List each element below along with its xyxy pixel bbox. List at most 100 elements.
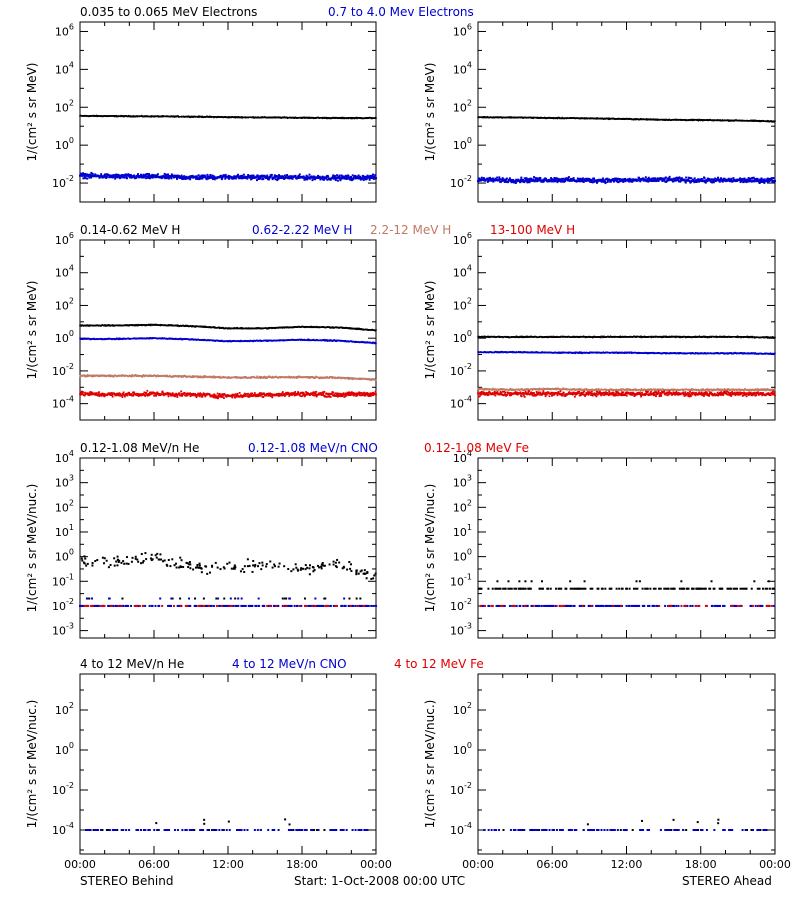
data-point: [243, 377, 246, 379]
data-point: [82, 173, 85, 176]
data-point: [714, 177, 717, 180]
data-point: [324, 376, 327, 378]
data-point: [108, 176, 111, 179]
data-point: [677, 180, 680, 183]
data-point: [209, 173, 212, 176]
data-point: [253, 375, 255, 378]
series-2: [79, 374, 377, 382]
data-point: [267, 376, 270, 378]
data-point: [524, 179, 527, 182]
data-point: [181, 176, 184, 179]
data-point: [606, 181, 609, 184]
data-point: [307, 339, 309, 342]
series-0: [79, 114, 377, 120]
data-point: [655, 179, 658, 182]
data-point: [103, 374, 106, 377]
data-point: [288, 375, 290, 378]
data-point: [196, 376, 199, 379]
data-point: [179, 175, 182, 178]
data-point: [290, 177, 293, 180]
data-point: [505, 177, 508, 180]
data-point: [139, 175, 142, 178]
data-point: [151, 337, 154, 340]
data-point: [690, 177, 693, 180]
data-point: [218, 375, 221, 378]
data-point: [290, 376, 292, 379]
data-point: [348, 327, 351, 330]
data-point: [164, 177, 167, 180]
data-point: [498, 176, 501, 179]
data-point: [748, 180, 751, 183]
data-point: [344, 174, 347, 177]
data-point: [255, 377, 258, 379]
data-point: [578, 179, 581, 182]
y-tick-label: 104: [55, 264, 74, 280]
data-point: [703, 177, 706, 180]
data-point: [198, 376, 201, 379]
data-point: [583, 117, 585, 119]
data-point: [549, 179, 552, 182]
data-point: [622, 180, 625, 183]
data-point: [218, 377, 221, 379]
data-point: [161, 337, 163, 339]
data-point: [375, 117, 377, 119]
data-point: [579, 177, 582, 180]
data-point: [590, 178, 593, 181]
data-point: [275, 375, 277, 378]
data-point: [223, 175, 226, 178]
series-0: [477, 115, 776, 123]
data-point: [535, 177, 538, 180]
data-point: [649, 178, 652, 181]
data-point: [213, 326, 215, 328]
data-point: [774, 179, 776, 182]
data-point: [534, 179, 537, 182]
data-point: [122, 338, 124, 341]
data-point: [504, 180, 507, 183]
data-point: [318, 376, 321, 379]
data-point: [484, 179, 487, 182]
data-point: [693, 177, 696, 180]
data-point: [109, 176, 112, 179]
data-point: [685, 176, 688, 179]
data-point: [135, 375, 138, 377]
data-point: [256, 375, 258, 378]
data-point: [341, 326, 343, 329]
data-point: [689, 181, 692, 184]
data-point: [239, 177, 242, 180]
data-point: [753, 179, 756, 182]
data-point: [371, 174, 374, 177]
data-point: [149, 336, 152, 339]
data-point: [103, 173, 106, 176]
data-point: [100, 325, 102, 327]
data-point: [644, 176, 647, 179]
data-point: [82, 177, 85, 180]
data-point: [514, 182, 517, 185]
data-point: [270, 173, 273, 176]
data-point: [660, 178, 663, 181]
data-point: [760, 177, 763, 180]
data-point: [326, 178, 329, 181]
data-point: [314, 377, 317, 379]
data-point: [95, 115, 97, 117]
data-point: [350, 175, 353, 178]
data-point: [316, 174, 319, 177]
data-point: [266, 174, 269, 177]
data-point: [514, 180, 517, 183]
data-point: [140, 174, 143, 177]
data-point: [147, 176, 150, 179]
data-point: [262, 178, 265, 181]
data-point: [86, 374, 89, 376]
y-tick-label: 106: [55, 22, 74, 38]
data-point: [195, 177, 198, 180]
data-point: [210, 175, 213, 178]
data-point: [519, 180, 522, 183]
data-point: [234, 177, 237, 180]
data-point: [491, 177, 494, 180]
data-point: [180, 176, 183, 179]
data-point: [647, 176, 650, 179]
data-point: [234, 116, 236, 118]
data-point: [731, 180, 734, 183]
data-point: [326, 339, 328, 341]
data-point: [604, 182, 607, 185]
